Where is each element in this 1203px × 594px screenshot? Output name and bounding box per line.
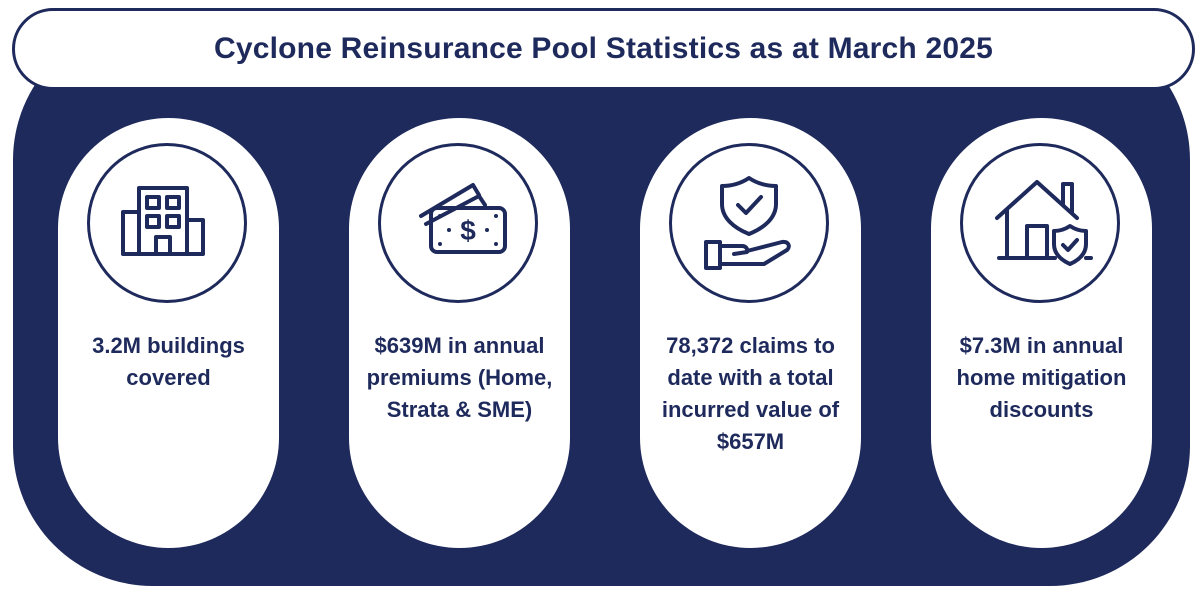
building-icon	[87, 143, 247, 303]
stat-card-premiums: $ $639M in annual premiums (Home, Strata…	[349, 118, 570, 548]
money-icon: $	[378, 143, 538, 303]
stat-premiums-text: $639M in annual premiums (Home, Strata &…	[366, 333, 553, 422]
stat-card-mitigation: $7.3M in annual home mitigation discount…	[931, 118, 1152, 548]
stat-claims-text: 78,372 claims to date with a total incur…	[661, 333, 840, 454]
hand-shield-icon	[669, 143, 829, 303]
svg-text:$: $	[460, 215, 476, 246]
page-title: Cyclone Reinsurance Pool Statistics as a…	[213, 32, 994, 65]
stat-card-claims: 78,372 claims to date with a total incur…	[640, 118, 861, 548]
house-shield-icon	[960, 143, 1120, 303]
stat-card-buildings: 3.2M buildings covered	[58, 118, 279, 548]
title-banner: Cyclone Reinsurance Pool Statistics as a…	[12, 8, 1195, 90]
stat-buildings-text: 3.2M buildings covered	[92, 333, 245, 390]
stat-mitigation-text: $7.3M in annual home mitigation discount…	[956, 333, 1127, 422]
